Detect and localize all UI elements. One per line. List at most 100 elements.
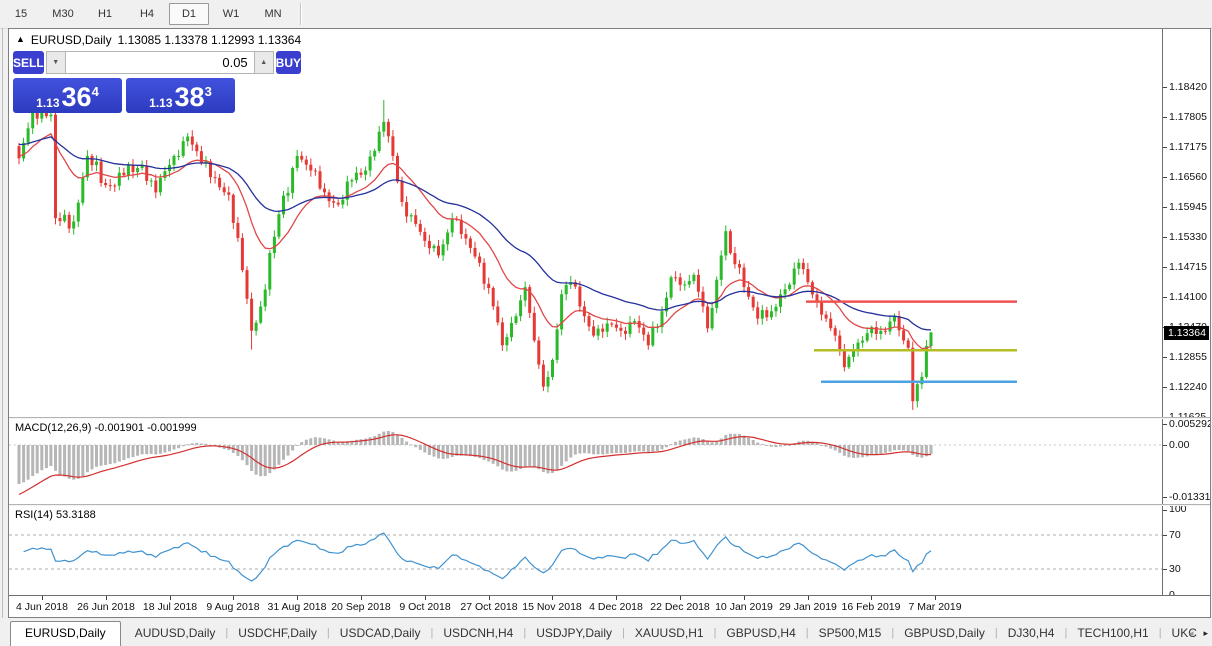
chart-tab-usdcnh-h4[interactable]: USDCNH,H4 [443, 626, 514, 640]
chart-tab-usdchf-daily[interactable]: USDCHF,Daily [238, 626, 317, 640]
toolbar-separator [300, 3, 302, 25]
tab-separator: | [523, 627, 527, 639]
date-axis-label: 4 Dec 2018 [589, 601, 643, 613]
date-axis-label: 4 Jun 2018 [16, 601, 68, 613]
volume-input[interactable] [65, 51, 254, 74]
tab-separator: | [430, 627, 434, 639]
date-axis-label: 9 Oct 2018 [399, 601, 451, 613]
price-axis-label: 1.12240 [1169, 381, 1207, 393]
tab-scroll-buttons: ◂ ▸ [1189, 628, 1208, 639]
date-axis-tick [616, 596, 617, 600]
chart-tab-eurusd-daily[interactable]: EURUSD,Daily [10, 621, 121, 646]
tab-scroll-right-icon[interactable]: ▸ [1203, 628, 1208, 638]
date-axis-tick [489, 596, 490, 600]
chart-tab-tech100-h1[interactable]: TECH100,H1 [1077, 626, 1149, 640]
price-axis-label: 1.17175 [1169, 141, 1207, 153]
macd-axis-tick [1163, 445, 1167, 446]
date-axis-tick [233, 596, 234, 600]
buy-price-box[interactable]: 1.13 38 3 [126, 78, 235, 113]
date-axis-tick [552, 596, 553, 600]
price-axis-tick [1163, 357, 1167, 358]
chart-window: ▲ EURUSD,Daily 1.13085 1.13378 1.12993 1… [8, 28, 1211, 618]
timeframe-button-h1[interactable]: H1 [97, 8, 113, 20]
rsi-axis-tick [1163, 569, 1167, 570]
date-axis-tick [744, 596, 745, 600]
volume-decrease-button[interactable]: ▼ [45, 51, 66, 74]
timeframe-buttons: 15 M30 H1 H4 D1 W1 MN [0, 3, 294, 25]
chart-tab-usdjpy-daily[interactable]: USDJPY,Daily [536, 626, 613, 640]
pane-splitter[interactable] [9, 417, 1210, 419]
date-axis-label: 15 Nov 2018 [522, 601, 582, 613]
price-axis-tick [1163, 267, 1167, 268]
price-axis-label: 1.12855 [1169, 351, 1207, 363]
price-axis-tick [1163, 207, 1167, 208]
date-axis-label: 27 Oct 2018 [460, 601, 518, 613]
buy-price-big: 38 [174, 82, 205, 112]
date-axis-tick [42, 596, 43, 600]
chart-tab-audusd-daily[interactable]: AUDUSD,Daily [134, 626, 216, 640]
tab-separator: | [326, 627, 330, 639]
macd-axis: 0.005292 0.00 -0.013317 [1162, 419, 1210, 504]
date-axis-label: 9 Aug 2018 [206, 601, 260, 613]
date-axis-label: 29 Jan 2019 [779, 601, 837, 613]
tab-scroll-left-icon[interactable]: ◂ [1188, 628, 1194, 638]
chart-tab-gbpusd-daily[interactable]: GBPUSD,Daily [904, 626, 985, 640]
chart-tab-gbpusd-h4[interactable]: GBPUSD,H4 [726, 626, 796, 640]
chart-ohlc-values: 1.13085 1.13378 1.12993 1.13364 [117, 33, 302, 47]
rsi-values: 53.3188 [55, 509, 96, 521]
price-axis-tick [1163, 387, 1167, 388]
rsi-axis-label: 0 [1169, 589, 1175, 596]
chart-symbol-label: EURUSD,Daily [30, 33, 112, 47]
buy-price-sup: 3 [204, 84, 212, 99]
rsi-name: RSI(14) [15, 509, 53, 521]
timeframe-button-h4[interactable]: H4 [139, 8, 155, 20]
date-axis-tick [935, 596, 936, 600]
one-click-trading-panel: SELL ▼ ▲ BUY 1.13 36 4 1.13 38 3 [13, 51, 302, 113]
price-pane[interactable]: ▲ EURUSD,Daily 1.13085 1.13378 1.12993 1… [9, 29, 1210, 417]
pane-splitter[interactable] [9, 504, 1210, 506]
rsi-axis-tick [1163, 510, 1167, 511]
date-axis-label: 18 Jul 2018 [142, 601, 198, 613]
rsi-axis: 100 70 30 0 [1162, 506, 1210, 595]
tab-separator: | [225, 627, 229, 639]
chart-tab-dj30-h4[interactable]: DJ30,H4 [1007, 626, 1055, 640]
volume-increase-button[interactable]: ▲ [253, 51, 274, 74]
macd-axis-label: 0.00 [1169, 439, 1190, 451]
rsi-chart-svg[interactable] [9, 506, 1163, 595]
chart-tab-usdcad-daily[interactable]: USDCAD,Daily [339, 626, 421, 640]
macd-axis-tick [1163, 497, 1167, 498]
timeframe-button-15[interactable]: 15 [14, 8, 28, 20]
date-axis-label: 20 Sep 2018 [331, 601, 391, 613]
timeframe-button-d1[interactable]: D1 [169, 3, 209, 25]
rsi-axis-label: 70 [1169, 529, 1181, 541]
price-axis-tick [1163, 87, 1167, 88]
buy-button[interactable]: BUY [275, 51, 302, 74]
buy-price-prefix: 1.13 [149, 96, 173, 110]
sell-price-box[interactable]: 1.13 36 4 [13, 78, 122, 113]
macd-pane[interactable]: MACD(12,26,9) -0.001901 -0.001999 0.0052… [9, 419, 1210, 504]
tab-separator: | [713, 627, 717, 639]
price-axis: 1.13364 1.18420 1.17805 1.17175 1.16560 1.15… [1162, 29, 1210, 417]
price-axis-label: 1.18420 [1169, 81, 1207, 93]
tab-separator: | [891, 627, 895, 639]
price-axis-label: 1.14100 [1169, 291, 1207, 303]
timeframe-button-mn[interactable]: MN [264, 8, 282, 20]
macd-chart-svg[interactable] [9, 419, 1163, 504]
chart-tab-xauusd-h1[interactable]: XAUUSD,H1 [634, 626, 704, 640]
timeframe-button-m30[interactable]: M30 [52, 8, 74, 20]
candlestick-chart-svg[interactable] [9, 29, 1163, 417]
sell-price-sup: 4 [91, 84, 99, 99]
timeframe-button-w1[interactable]: W1 [222, 8, 240, 20]
chart-tab-ukc[interactable]: UKC [1171, 626, 1197, 640]
macd-name: MACD(12,26,9) [15, 422, 92, 434]
date-axis-tick [297, 596, 298, 600]
sell-price-big: 36 [61, 82, 92, 112]
chart-tab-sp500-m15[interactable]: SP500,M15 [818, 626, 882, 640]
price-axis-label: 1.17805 [1169, 111, 1207, 123]
date-axis-tick [680, 596, 681, 600]
date-axis-label: 16 Feb 2019 [841, 601, 901, 613]
rsi-pane[interactable]: RSI(14) 53.3188 100 70 30 0 [9, 506, 1210, 595]
window-frame-line [2, 28, 3, 618]
sell-button[interactable]: SELL [13, 51, 44, 74]
price-axis-tick [1163, 147, 1167, 148]
